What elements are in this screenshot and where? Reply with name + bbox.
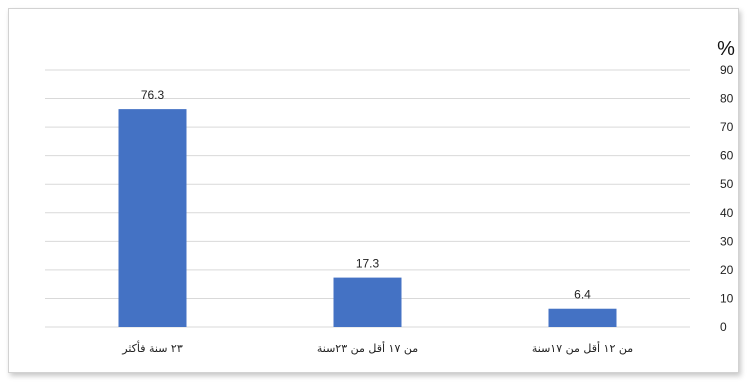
y-tick-label: 10 xyxy=(720,291,734,305)
y-tick-label: 40 xyxy=(720,206,734,220)
y-axis-unit-label: % xyxy=(717,38,735,60)
y-axis-ticks: 0 10 20 30 40 50 60 70 80 90 xyxy=(720,63,734,334)
bar xyxy=(333,277,402,327)
y-tick-label: 20 xyxy=(720,263,734,277)
bars xyxy=(118,109,617,327)
y-tick-label: 60 xyxy=(720,149,734,163)
y-tick-label: 50 xyxy=(720,177,734,191)
data-label: 76.3 xyxy=(141,88,165,102)
y-tick-label: 0 xyxy=(720,320,727,334)
category-label: من ١٢ أقل من ١٧سنة xyxy=(532,341,633,355)
category-label: ٢٣ سنة فأكثر xyxy=(121,340,183,355)
data-labels: 6.4 17.3 76.3 xyxy=(141,88,591,302)
y-tick-label: 80 xyxy=(720,92,734,106)
category-labels: من ١٢ أقل من ١٧سنة من ١٧ أقل من ٢٣سنة ٢٣ س… xyxy=(121,340,633,355)
y-tick-label: 30 xyxy=(720,234,734,248)
y-tick-label: 70 xyxy=(720,120,734,134)
bar xyxy=(118,109,187,327)
data-label: 17.3 xyxy=(356,257,380,271)
category-label: من ١٧ أقل من ٢٣سنة xyxy=(317,341,418,355)
y-tick-label: 90 xyxy=(720,63,734,77)
data-label: 6.4 xyxy=(574,288,591,302)
bar xyxy=(548,308,617,327)
